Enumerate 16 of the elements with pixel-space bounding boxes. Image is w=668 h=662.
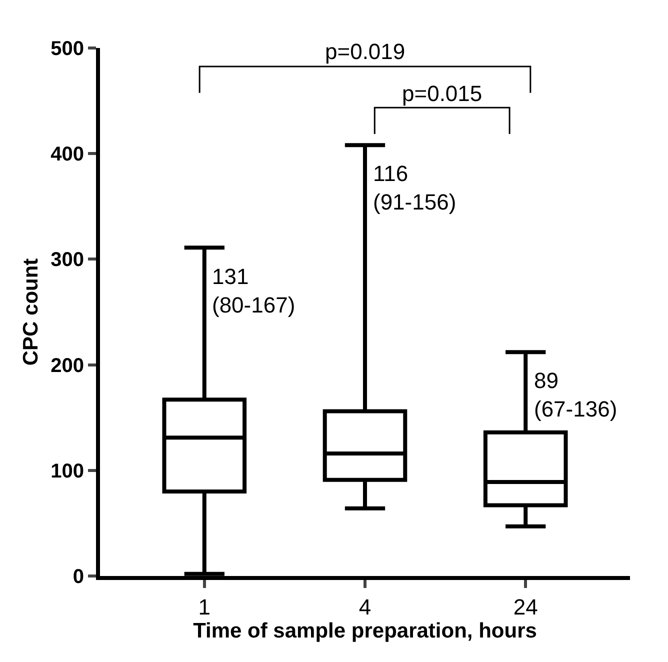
annotation: 131 (80-167): [212, 264, 296, 318]
annotation: 116 (91-156): [373, 161, 456, 215]
x-tick-label: 1: [198, 594, 211, 620]
y-tick-label: 0: [72, 566, 84, 588]
y-tick-label: 300: [50, 249, 84, 272]
y-tick-label: 200: [50, 354, 84, 377]
x-tick-label: 4: [358, 594, 372, 620]
y-tick-label: 100: [50, 460, 84, 482]
annotation: p=0.019: [325, 39, 406, 64]
y-axis-title: CPC count: [19, 258, 42, 366]
x-axis-title: Time of sample preparation, hours: [193, 619, 537, 642]
x-tick-label: 24: [513, 594, 538, 620]
annotation: 89 (67-136): [534, 368, 618, 422]
annotation: p=0.015: [402, 81, 482, 106]
y-tick-label: 500: [50, 38, 84, 60]
y-tick-label: 400: [50, 144, 84, 166]
